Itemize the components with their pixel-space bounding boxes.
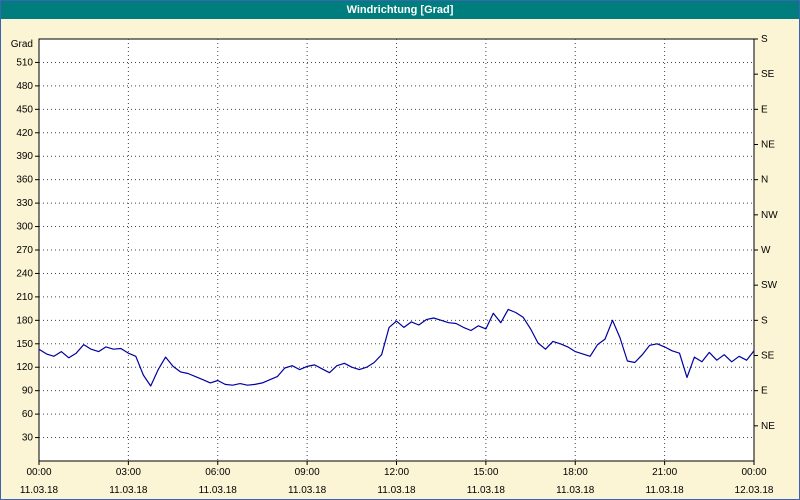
svg-text:11.03.18: 11.03.18 <box>646 485 685 496</box>
svg-text:11.03.18: 11.03.18 <box>20 485 59 496</box>
svg-text:N: N <box>761 175 768 186</box>
svg-text:330: 330 <box>16 198 33 209</box>
svg-text:12:00: 12:00 <box>384 467 409 478</box>
wind-direction-chart: Grad 510 480 450 420 390 360 330 300 270 240 210 180… <box>11 34 778 496</box>
svg-text:09:00: 09:00 <box>295 467 320 478</box>
svg-text:03:00: 03:00 <box>116 467 141 478</box>
wind-direction-line <box>38 308 755 387</box>
svg-text:S: S <box>761 315 768 326</box>
svg-text:NE: NE <box>761 140 775 151</box>
svg-text:11.03.18: 11.03.18 <box>467 485 506 496</box>
svg-text:SE: SE <box>761 69 775 80</box>
svg-text:11.03.18: 11.03.18 <box>377 485 416 496</box>
svg-text:E: E <box>761 104 768 115</box>
svg-text:510: 510 <box>16 57 33 68</box>
y-axis-right-labels: S SE E NE N NW W SW S SE E NE <box>754 34 778 432</box>
svg-text:240: 240 <box>16 268 33 279</box>
svg-text:480: 480 <box>16 81 33 92</box>
svg-text:11.03.18: 11.03.18 <box>199 485 238 496</box>
svg-text:120: 120 <box>16 362 33 373</box>
svg-text:390: 390 <box>16 151 33 162</box>
svg-text:E: E <box>761 386 768 397</box>
svg-text:SW: SW <box>761 280 778 291</box>
svg-text:21:00: 21:00 <box>652 467 677 478</box>
svg-text:210: 210 <box>16 292 33 303</box>
svg-text:360: 360 <box>16 175 33 186</box>
svg-text:12.03.18: 12.03.18 <box>735 485 774 496</box>
svg-text:11.03.18: 11.03.18 <box>109 485 148 496</box>
svg-text:90: 90 <box>22 386 34 397</box>
svg-text:W: W <box>761 245 771 256</box>
svg-text:150: 150 <box>16 339 33 350</box>
svg-text:00:00: 00:00 <box>741 467 766 478</box>
svg-text:06:00: 06:00 <box>205 467 230 478</box>
svg-text:300: 300 <box>16 222 33 233</box>
svg-text:420: 420 <box>16 128 33 139</box>
svg-text:15:00: 15:00 <box>473 467 498 478</box>
svg-text:Grad: Grad <box>11 39 33 50</box>
svg-text:30: 30 <box>22 433 34 444</box>
y-axis-left-labels: Grad 510 480 450 420 390 360 330 300 270 240 210 180… <box>11 39 39 444</box>
svg-text:NW: NW <box>761 210 778 221</box>
x-axis-labels: 00:00 11.03.18 03:00 11.03.18 06:00 11.03.18 0… <box>20 461 774 496</box>
title-bar: Windrichtung [Grad] <box>1 1 799 19</box>
svg-text:SE: SE <box>761 351 775 362</box>
svg-text:11.03.18: 11.03.18 <box>556 485 595 496</box>
svg-text:180: 180 <box>16 315 33 326</box>
plot-area <box>38 38 755 462</box>
svg-text:18:00: 18:00 <box>563 467 588 478</box>
svg-text:NE: NE <box>761 421 775 432</box>
svg-text:270: 270 <box>16 245 33 256</box>
svg-text:60: 60 <box>22 409 34 420</box>
svg-text:450: 450 <box>16 104 33 115</box>
svg-text:S: S <box>761 34 768 45</box>
svg-text:11.03.18: 11.03.18 <box>288 485 327 496</box>
svg-text:00:00: 00:00 <box>26 467 51 478</box>
window-title: Windrichtung [Grad] <box>346 4 454 16</box>
